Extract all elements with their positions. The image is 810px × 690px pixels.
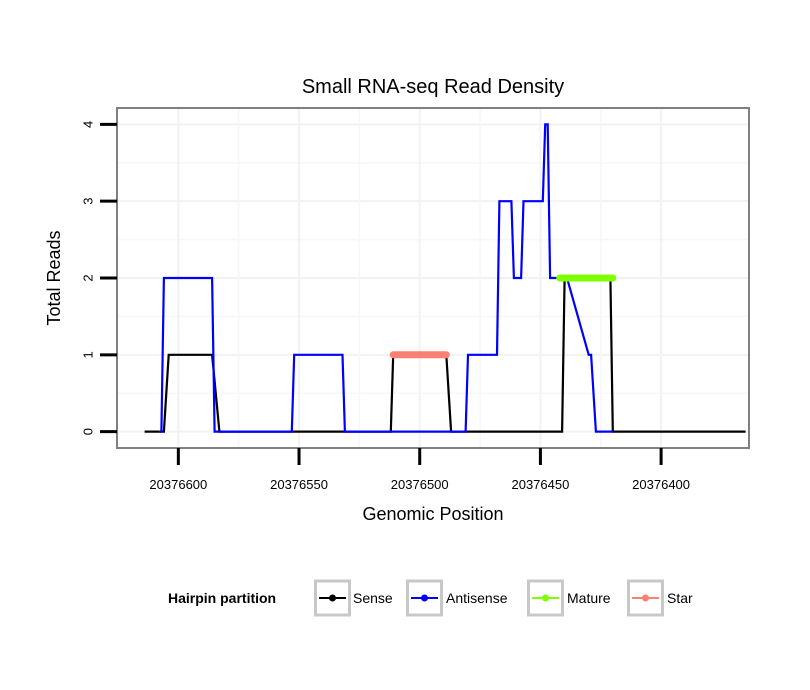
legend-key-point-mature [542, 594, 549, 602]
axes: 0 1 2 3 4 20376600 20376550 20376500 20376450 203… [81, 121, 691, 492]
y-tick-label: 0 [81, 428, 96, 435]
y-axis-title: Total Reads [44, 230, 64, 325]
x-axis-title: Genomic Position [362, 504, 503, 524]
legend-label-antisense: Antisense [446, 590, 508, 606]
y-tick-label: 4 [81, 121, 96, 128]
x-tick-label: 20376400 [632, 477, 690, 492]
y-tick-label: 2 [81, 274, 96, 281]
legend-label-star: Star [667, 590, 693, 606]
x-tick-label: 20376450 [511, 477, 569, 492]
series-line-antisense [159, 123, 613, 433]
grid [118, 109, 748, 447]
x-tick-label: 20376600 [149, 477, 207, 492]
legend-key-point-antisense [421, 594, 428, 602]
x-tick-label: 20376500 [391, 477, 449, 492]
y-tick-label: 1 [81, 351, 96, 358]
legend: Hairpin partition Sense Antisense Mature St… [168, 579, 693, 617]
legend-key-point-star [642, 594, 649, 602]
legend-label-sense: Sense [353, 590, 393, 606]
series-layer [144, 123, 746, 433]
chart-title: Small RNA-seq Read Density [302, 76, 564, 98]
legend-label-mature: Mature [567, 590, 611, 606]
legend-key-point-sense [329, 594, 336, 602]
y-tick-label: 3 [81, 198, 96, 205]
legend-title: Hairpin partition [168, 590, 276, 606]
x-tick-label: 20376550 [270, 477, 328, 492]
